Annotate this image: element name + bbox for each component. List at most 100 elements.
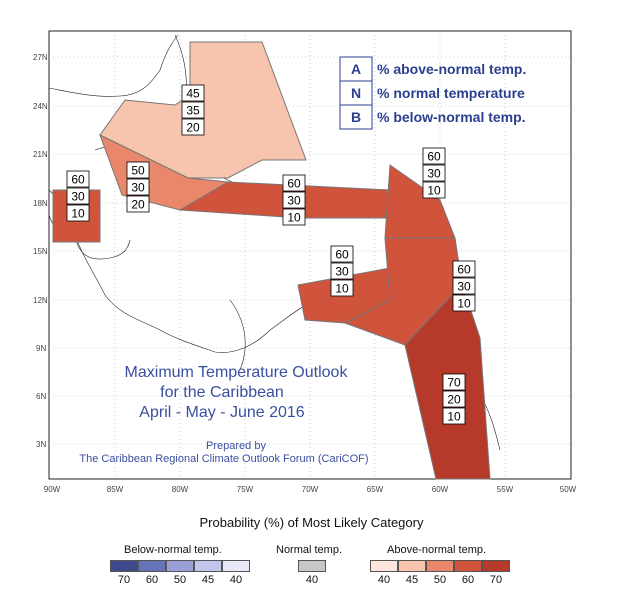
below-swatch-value: 70 [117, 574, 131, 586]
lon-tick: 60W [432, 485, 449, 494]
prob-box [66, 204, 90, 222]
prob-value: 20 [131, 198, 145, 212]
lat-tick: 27N [33, 53, 48, 62]
key-text: % below-normal temp. [377, 109, 526, 125]
prob-box [181, 84, 205, 102]
prob-value: 45 [186, 87, 200, 101]
prob-value: 20 [186, 121, 200, 135]
key-letter: A [351, 61, 361, 77]
lon-tick: 65W [367, 485, 384, 494]
prob-value: 10 [457, 297, 471, 311]
normal-label: Normal temp. [276, 544, 343, 556]
prob-box [330, 279, 354, 297]
prob-box [126, 161, 150, 179]
above-swatch-value: 60 [461, 574, 475, 586]
prob-box [282, 208, 306, 226]
lat-tick: 21N [33, 150, 48, 159]
prob-box [442, 373, 466, 391]
prob-value: 35 [186, 104, 200, 118]
prepared-by: Prepared by [206, 440, 266, 452]
prob-value: 10 [71, 207, 85, 221]
prob-box [282, 191, 306, 209]
lat-axis: 27N 24N 21N 18N 15N 12N 9N 6N 3N [33, 53, 48, 449]
key-box-n [339, 80, 373, 106]
prob-box [330, 262, 354, 280]
lon-tick: 75W [237, 485, 254, 494]
below-swatch [194, 560, 222, 572]
title-line: for the Caribbean [160, 384, 284, 401]
prob-box [442, 390, 466, 408]
below-swatch-value: 50 [173, 574, 187, 586]
title-line: April - May - June 2016 [139, 404, 305, 421]
lat-tick: 15N [33, 247, 48, 256]
prob-box [66, 170, 90, 188]
prob-box [452, 294, 476, 312]
lat-tick: 3N [36, 440, 46, 449]
category-key: A N B % above-normal temp. % normal temp… [339, 56, 526, 130]
prob-value: 30 [131, 181, 145, 195]
key-text: % above-normal temp. [377, 61, 526, 77]
above-swatch-value: 70 [489, 574, 503, 586]
prob-value: 30 [457, 280, 471, 294]
prob-value: 30 [71, 190, 85, 204]
legend-title: Probability (%) of Most Likely Category [199, 515, 424, 530]
prob-box [126, 195, 150, 213]
prob-box [66, 187, 90, 205]
prob-value: 50 [131, 164, 145, 178]
prob-box [181, 118, 205, 136]
lat-tick: 9N [36, 344, 46, 353]
above-swatch [426, 560, 454, 572]
below-swatch-value: 45 [201, 574, 215, 586]
prob-box [452, 277, 476, 295]
prob-value: 30 [287, 194, 301, 208]
prob-value: 60 [335, 248, 349, 262]
key-box-b [339, 104, 373, 130]
prob-value: 60 [427, 150, 441, 164]
below-swatch [138, 560, 166, 572]
normal-swatch [298, 560, 326, 572]
lon-tick: 80W [172, 485, 189, 494]
prob-value: 10 [427, 184, 441, 198]
above-swatch [398, 560, 426, 572]
lon-tick: 85W [107, 485, 124, 494]
above-swatch [370, 560, 398, 572]
lon-tick: 55W [497, 485, 514, 494]
prob-box [282, 174, 306, 192]
title-line: Maximum Temperature Outlook [125, 364, 349, 381]
below-normal-label: Below-normal temp. [124, 544, 222, 556]
prob-value: 30 [427, 167, 441, 181]
prob-box [330, 245, 354, 263]
prob-box [422, 181, 446, 199]
key-letter: N [351, 85, 361, 101]
below-swatch [222, 560, 250, 572]
prob-box [181, 101, 205, 119]
prob-value: 30 [335, 265, 349, 279]
normal-swatch-value: 40 [305, 574, 319, 586]
above-normal-label: Above-normal temp. [387, 544, 487, 556]
above-swatch [482, 560, 510, 572]
above-swatch [454, 560, 482, 572]
prob-value: 60 [287, 177, 301, 191]
lon-tick: 70W [302, 485, 319, 494]
prob-value: 10 [447, 410, 461, 424]
prob-value: 10 [335, 282, 349, 296]
prob-box [442, 407, 466, 425]
map-title: Maximum Temperature Outlook for the Cari… [79, 364, 368, 465]
above-swatch-value: 40 [377, 574, 391, 586]
below-swatch-value: 40 [229, 574, 243, 586]
organization: The Caribbean Regional Climate Outlook F… [79, 453, 368, 465]
prob-box [422, 164, 446, 182]
below-swatch-value: 60 [145, 574, 159, 586]
lat-tick: 12N [33, 296, 48, 305]
prob-value: 60 [457, 263, 471, 277]
lon-tick: 90W [44, 485, 61, 494]
lat-tick: 24N [33, 102, 48, 111]
lon-axis: 90W 85W 80W 75W 70W 65W 60W 55W 50W [44, 485, 577, 494]
probability-boxes: 45 35 20 50 30 20 60 30 10 60 30 10 60 30 10 60 30 10 60 30… [66, 84, 476, 425]
below-swatch [110, 560, 138, 572]
below-swatch [166, 560, 194, 572]
above-swatch-value: 50 [433, 574, 447, 586]
outlook-map: 27N 24N 21N 18N 15N 12N 9N 6N 3N 90W 85W… [33, 30, 577, 494]
prob-box [126, 178, 150, 196]
prob-value: 20 [447, 393, 461, 407]
